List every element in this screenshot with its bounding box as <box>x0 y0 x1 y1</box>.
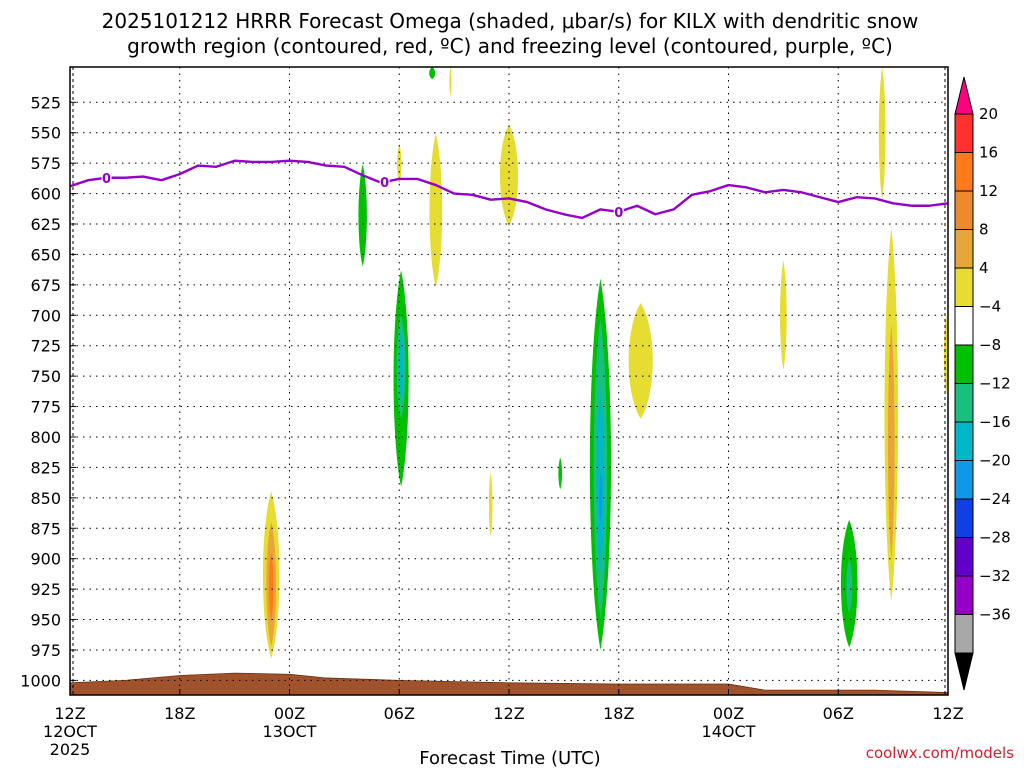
freezing-label-bg-2 <box>613 203 624 218</box>
y-tick-label-950: 950 <box>30 611 61 630</box>
y-tick-label-550: 550 <box>30 124 61 143</box>
omega-region-19 <box>846 558 853 614</box>
y-tick-label-650: 650 <box>30 245 61 264</box>
omega-region-25 <box>429 67 436 80</box>
y-tick-label-625: 625 <box>30 215 61 234</box>
colorbar-label-9: −20 <box>979 452 1011 470</box>
y-tick-label-900: 900 <box>30 550 61 569</box>
freezing-label-bg-1 <box>379 173 390 188</box>
colorbar-box-7 <box>954 383 974 423</box>
y-tick-label-675: 675 <box>30 276 61 295</box>
x-tick-label-7: 06Z <box>823 704 854 723</box>
colorbar-box-5 <box>954 306 974 346</box>
omega-region-17 <box>780 260 787 371</box>
y-tick-label-975: 975 <box>30 641 61 660</box>
freezing-level-label-1: 0 <box>380 176 389 191</box>
colorbar-label-8: −16 <box>979 413 1011 431</box>
plot-area: 0 0 0 525 550 575 600 625 650 675 700 725 750 775 800 8… <box>20 66 964 759</box>
y-tick-label-850: 850 <box>30 489 61 508</box>
colorbar-box-4 <box>954 267 974 307</box>
omega-region-16 <box>628 303 653 419</box>
x-tick-label-6: 00Z <box>713 704 744 723</box>
x-tick-label-3: 06Z <box>384 704 415 723</box>
colorbar-box-8 <box>954 421 974 461</box>
omega-region-5 <box>429 133 443 288</box>
x-tick-label-5: 18Z <box>603 704 634 723</box>
colorbar-box-2 <box>954 190 974 230</box>
x-tick-date-6: 14OCT <box>702 722 756 741</box>
freezing-level-label-0: 0 <box>102 172 111 187</box>
colorbar-box-13 <box>954 614 974 654</box>
omega-region-3 <box>358 164 367 267</box>
y-tick-label-1000: 1000 <box>20 671 61 690</box>
colorbar-label-13: −36 <box>979 606 1011 624</box>
omega-region-2 <box>268 552 274 620</box>
colorbar-box-10 <box>954 498 974 538</box>
y-tick-label-750: 750 <box>30 367 61 386</box>
colorbar-label-2: 12 <box>979 182 998 200</box>
colorbar-label-3: 8 <box>979 221 989 239</box>
omega-region-22 <box>887 325 895 559</box>
colorbar-label-11: −28 <box>979 529 1011 547</box>
colorbar-label-5: −4 <box>979 298 1001 316</box>
y-tick-label-875: 875 <box>30 519 61 538</box>
omega-region-4 <box>397 143 402 186</box>
colorbar-box-3 <box>954 229 974 269</box>
x-tick-label-1: 18Z <box>164 704 195 723</box>
y-tick-label-825: 825 <box>30 458 61 477</box>
x-tick-label-0: 12Z <box>54 704 85 723</box>
colorbar-label-10: −24 <box>979 490 1011 508</box>
colorbar-top-arrow <box>954 76 974 115</box>
x-tick-date-0: 12OCT <box>43 722 97 741</box>
colorbar-label-7: −12 <box>979 375 1011 393</box>
x-tick-label-8: 12Z <box>932 704 963 723</box>
x-tick-date-2: 13OCT <box>263 722 317 741</box>
omega-region-20 <box>878 67 886 200</box>
x-axis-label: Forecast Time (UTC) <box>419 748 600 768</box>
y-tick-label-600: 600 <box>30 185 61 204</box>
freezing-label-bg-0 <box>101 169 112 184</box>
omega-region-11 <box>488 472 493 537</box>
omega-region-24 <box>449 67 452 97</box>
omega-region-9 <box>499 124 519 227</box>
plot-content: 0 0 0 <box>70 67 948 695</box>
colorbar-box-11 <box>954 537 974 577</box>
x-tick-label-4: 12Z <box>493 704 524 723</box>
y-tick-label-800: 800 <box>30 428 61 447</box>
colorbar-box-9 <box>954 460 974 500</box>
colorbar-label-12: −32 <box>979 567 1011 585</box>
colorbar-label-6: −8 <box>979 336 1001 354</box>
colorbar-box-12 <box>954 575 974 615</box>
colorbar-label-0: 20 <box>979 105 998 123</box>
x-tick-year-0: 2025 <box>50 740 91 759</box>
omega-region-15 <box>598 473 602 523</box>
colorbar-label-4: 4 <box>979 259 989 277</box>
colorbar-box-6 <box>954 344 974 384</box>
y-tick-label-575: 575 <box>30 154 61 173</box>
colorbar-box-1 <box>954 152 974 192</box>
freezing-level-line <box>70 159 948 220</box>
chart-title-line2: growth region (contoured, red, ºC) and f… <box>127 34 893 58</box>
colorbar: 20 16 12 8 4 −4 −8 −12 −16 −20 −24 −28 −32 −36 <box>954 76 1011 691</box>
y-tick-label-775: 775 <box>30 398 61 417</box>
colorbar-bottom-arrow <box>954 652 974 691</box>
colorbar-label-1: 16 <box>979 144 998 162</box>
y-tick-label-700: 700 <box>30 306 61 325</box>
credit-text: coolwx.com/models <box>866 744 1014 762</box>
y-tick-label-725: 725 <box>30 337 61 356</box>
freezing-level-label-2: 0 <box>614 206 623 221</box>
y-tick-label-525: 525 <box>30 93 61 112</box>
chart-title-line1: 2025101212 HRRR Forecast Omega (shaded, … <box>102 9 919 33</box>
colorbar-box-0 <box>954 113 974 153</box>
x-tick-label-2: 00Z <box>274 704 305 723</box>
omega-region-10 <box>558 457 563 490</box>
y-tick-label-925: 925 <box>30 580 61 599</box>
